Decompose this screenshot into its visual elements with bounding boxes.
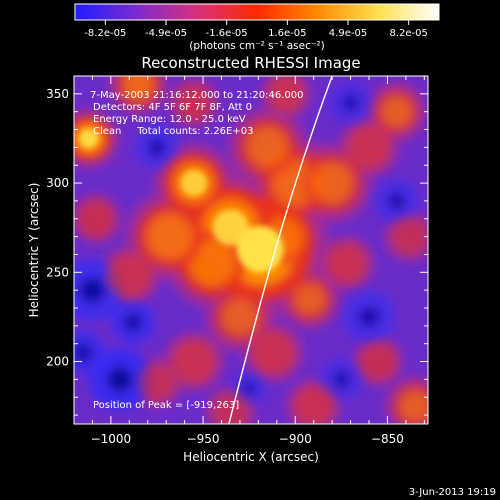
cold-spot-core xyxy=(74,343,93,362)
x-axis-label: Heliocentric X (arcsec) xyxy=(183,450,319,464)
heat-blob-peak xyxy=(212,209,249,246)
colorbar-tick-label: -8.2e-05 xyxy=(84,28,126,39)
heat-blob xyxy=(267,76,305,113)
heat-blob xyxy=(138,364,176,402)
heat-blob xyxy=(293,385,334,424)
y-axis-label: Heliocentric Y (arcsec) xyxy=(27,183,41,318)
cold-spot-core xyxy=(332,370,351,389)
heat-blob xyxy=(359,343,397,380)
heat-blob-core xyxy=(146,213,194,260)
cold-spot-core xyxy=(241,380,257,396)
annotation-energy-range: Energy Range: 12.0 - 25.0 keV xyxy=(93,114,246,125)
heat-blob-core xyxy=(221,298,259,335)
colorbar-unit-label: (photons cm⁻² s⁻¹ asec⁻²) xyxy=(189,40,324,52)
cold-spot-core xyxy=(107,366,133,393)
cold-spot-core xyxy=(79,277,106,304)
plot-frame xyxy=(73,75,429,425)
colorbar-tick-label: -4.9e-05 xyxy=(145,28,187,39)
colorbar-ticks: -8.2e-05 -4.9e-05 -1.6e-05 1.6e-05 4.9e-05 8.… xyxy=(84,20,428,39)
heat-blob-core xyxy=(311,162,353,204)
observation-annotations: 7-May-2003 21:16:12.000 to 21:20:46.000 … xyxy=(90,90,303,137)
heat-blob-core xyxy=(294,283,326,315)
y-tick-label: 300 xyxy=(46,176,69,190)
heat-blob xyxy=(77,200,115,238)
cold-spot-core xyxy=(357,305,381,328)
heat-blob xyxy=(212,393,250,424)
solar-limb-curve xyxy=(228,76,333,424)
heat-blob xyxy=(326,243,368,284)
heatmap-plot xyxy=(74,76,428,424)
heat-blob xyxy=(175,84,213,122)
x-tick-label: −900 xyxy=(279,432,312,446)
x-tick-label: −1000 xyxy=(91,432,132,446)
heat-blob-core xyxy=(399,390,428,422)
cold-spot-core xyxy=(123,313,143,332)
peak-position-label: Position of Peak = [-919,263] xyxy=(93,400,239,411)
x-tick-label: −950 xyxy=(187,432,220,446)
heat-blob-core xyxy=(246,126,289,169)
heat-blob-peak xyxy=(78,128,99,149)
heat-blob xyxy=(171,339,216,384)
y-tick-label: 350 xyxy=(46,87,69,101)
cold-spot-core xyxy=(387,191,406,211)
footer-date: 3-Jun-2013 19:19 xyxy=(409,487,496,498)
annotation-time-range: 7-May-2003 21:16:12.000 to 21:20:46.000 xyxy=(90,90,303,101)
cold-spot-core xyxy=(147,138,167,157)
chart-title: Reconstructed RHESSI Image xyxy=(141,54,360,72)
heat-blob-core xyxy=(381,96,413,128)
colorbar-tick-label: 8.2e-05 xyxy=(389,28,427,39)
axis-ticks: −1000 −950 −900 −850 200 250 300 350 xyxy=(46,75,428,446)
x-tick-label: −850 xyxy=(371,432,404,446)
heat-blob-peak xyxy=(180,169,208,197)
colorbar-tick-label: 4.9e-05 xyxy=(329,28,367,39)
heat-blob-core xyxy=(123,76,155,101)
heat-blob-core xyxy=(189,240,236,287)
heat-blob xyxy=(346,125,392,170)
heat-blob xyxy=(251,330,296,375)
y-tick-label: 200 xyxy=(46,355,69,369)
heat-blob xyxy=(107,253,152,299)
annotation-detectors: Detectors: 4F 5F 6F 7F 8F, Att 0 xyxy=(93,102,252,113)
cold-spot-core xyxy=(341,93,360,112)
annotation-clean-counts: Clean Total counts: 2.26E+03 xyxy=(93,126,253,137)
colorbar xyxy=(74,3,440,21)
heat-blob xyxy=(391,218,428,256)
y-tick-label: 250 xyxy=(46,265,69,279)
colorbar-tick-label: 1.6e-05 xyxy=(268,28,306,39)
colorbar-tick-label: -1.6e-05 xyxy=(206,28,248,39)
